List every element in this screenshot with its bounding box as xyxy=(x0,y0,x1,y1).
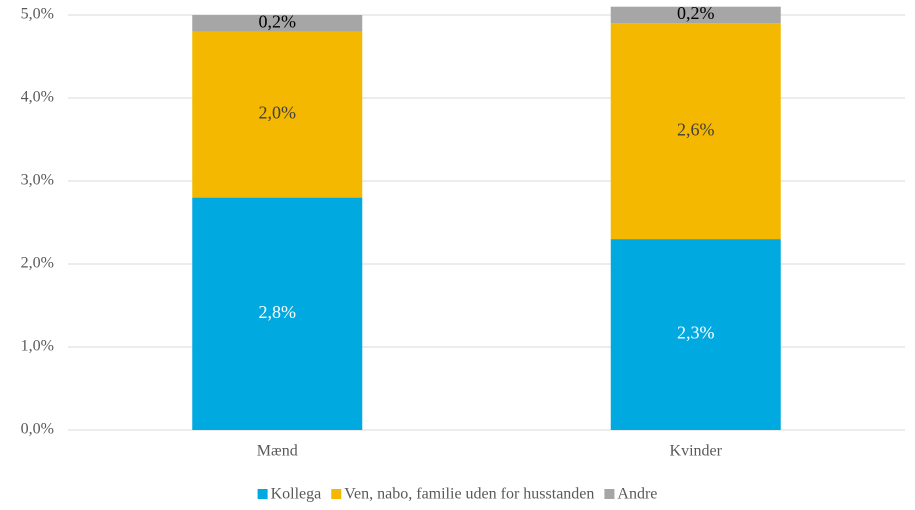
bar-segment xyxy=(610,23,781,240)
bar-segment xyxy=(192,15,363,32)
data-label: 2,0% xyxy=(259,103,297,123)
bar-segment xyxy=(610,6,781,24)
data-label: 0,2% xyxy=(259,11,297,31)
legend-swatch xyxy=(331,489,342,499)
bar-segment xyxy=(192,197,363,430)
y-tick-label: 0,0% xyxy=(21,421,54,438)
x-tick-label: Mænd xyxy=(257,443,298,460)
data-label: 2,3% xyxy=(677,323,715,343)
data-label: 2,6% xyxy=(677,119,715,139)
y-tick-label: 4,0% xyxy=(21,89,54,106)
data-label: 2,8% xyxy=(259,302,297,322)
y-tick-label: 3,0% xyxy=(21,172,54,189)
y-tick-label: 2,0% xyxy=(21,255,54,272)
legend-label: Kollega xyxy=(271,486,322,503)
y-tick-label: 5,0% xyxy=(21,6,54,23)
legend-label: Andre xyxy=(617,486,657,503)
data-label: 0,2% xyxy=(677,3,715,23)
legend-label: Ven, nabo, familie uden for husstanden xyxy=(344,486,594,503)
bar-segment xyxy=(610,239,781,430)
legend-swatch xyxy=(604,489,615,499)
bar-segment xyxy=(192,31,363,198)
y-tick-label: 1,0% xyxy=(21,338,54,355)
legend-swatch xyxy=(257,489,268,499)
x-tick-label: Kvinder xyxy=(670,443,723,460)
